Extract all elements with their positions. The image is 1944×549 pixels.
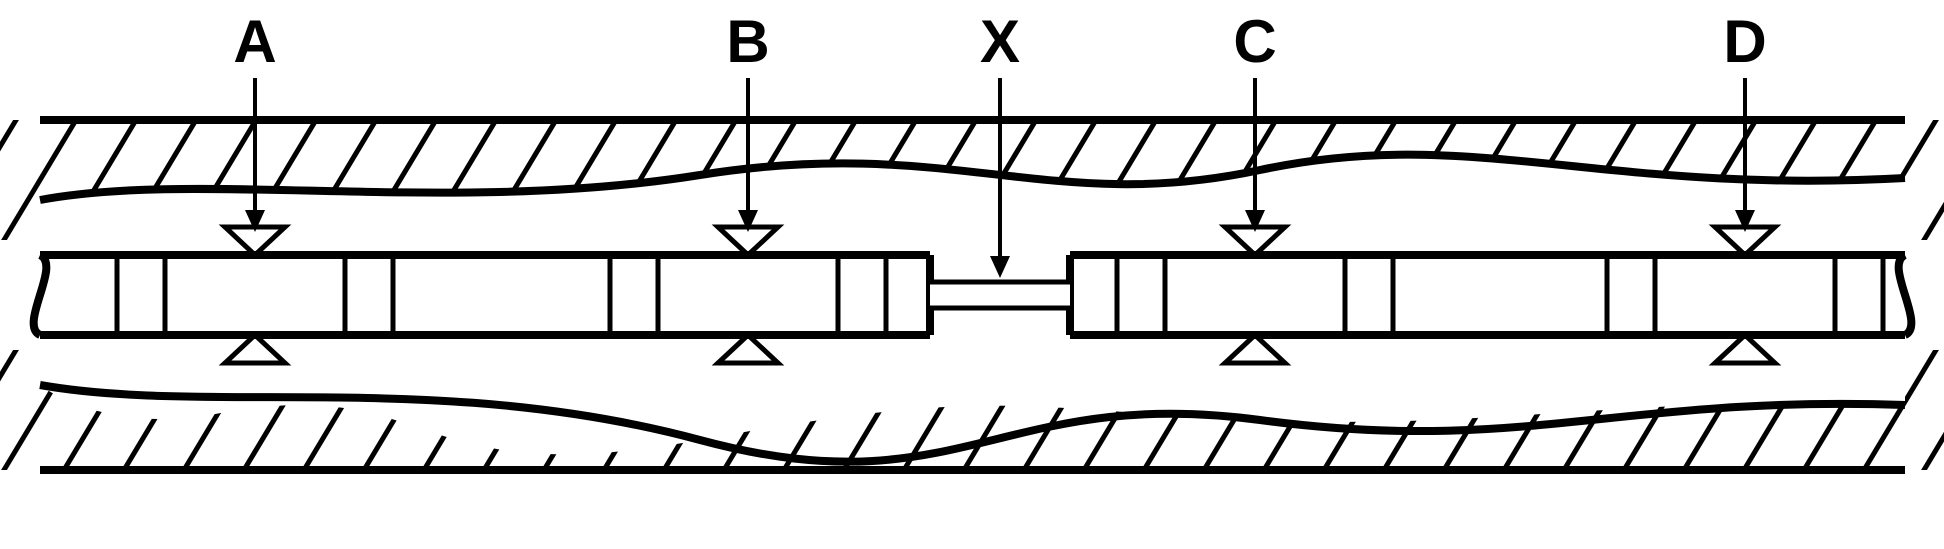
label-X: X	[980, 8, 1020, 75]
label-C: C	[1233, 8, 1276, 75]
hatch-top	[0, 80, 1944, 280]
label-D: D	[1723, 8, 1766, 75]
label-A: A	[233, 8, 276, 75]
technical-diagram: ABXCD	[0, 0, 1944, 549]
label-B: B	[726, 8, 769, 75]
